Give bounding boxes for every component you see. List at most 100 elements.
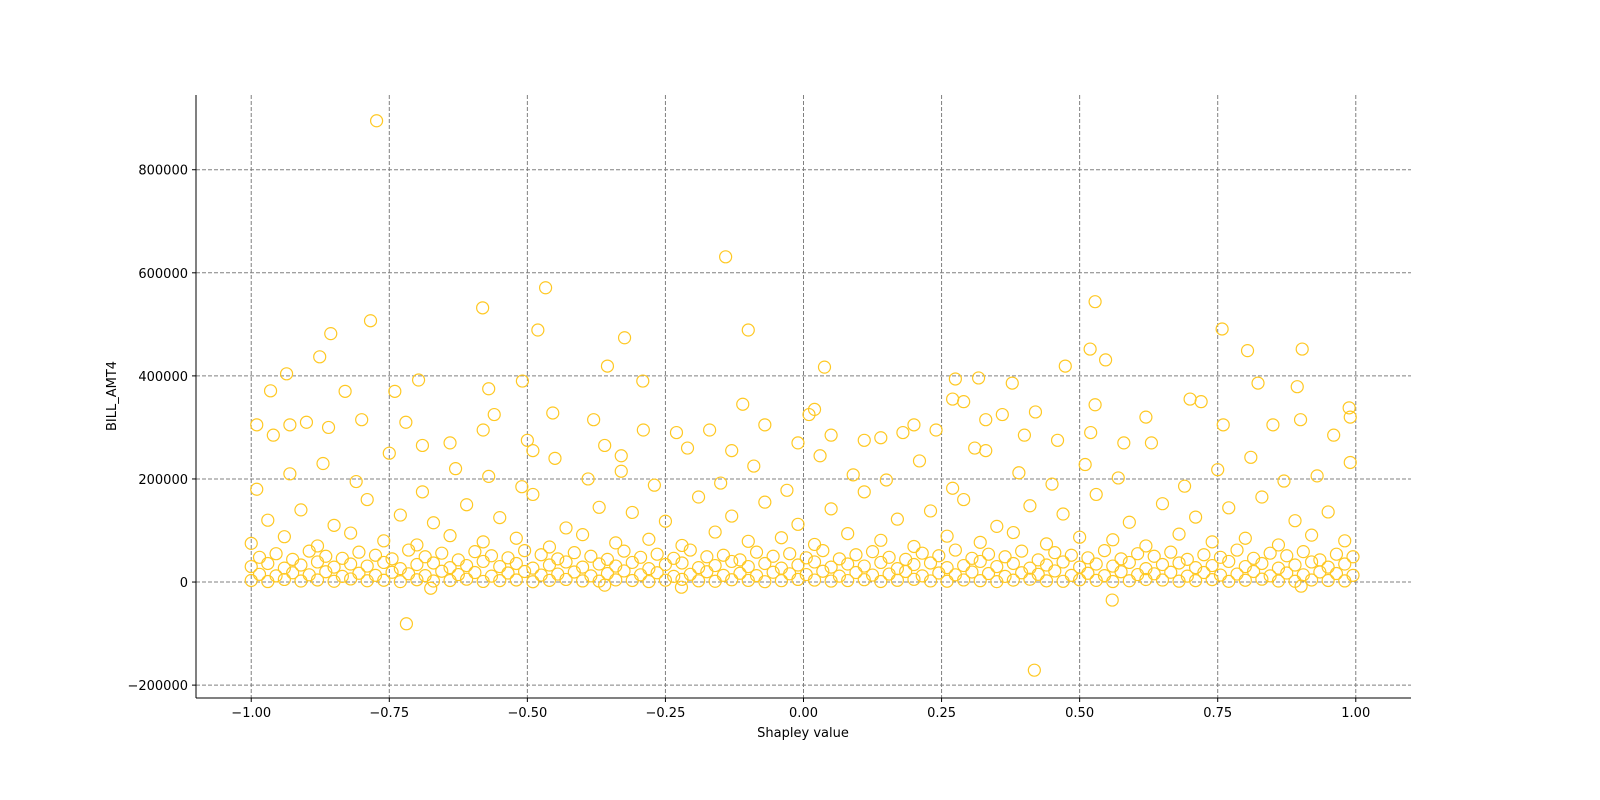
scatter-point — [957, 395, 971, 409]
scatter-point — [890, 512, 904, 526]
scatter-point — [1023, 499, 1037, 513]
scatter-point — [1164, 545, 1178, 559]
y-tick-label: 0 — [180, 576, 188, 591]
scatter-point — [324, 327, 338, 341]
scatter-point — [1164, 565, 1178, 579]
scatter-point — [1222, 574, 1236, 588]
x-tick-label: 0.50 — [1065, 706, 1094, 721]
scatter-point — [1172, 556, 1186, 570]
scatter-point — [882, 550, 896, 564]
scatter-point — [879, 473, 893, 487]
scatter-point — [369, 114, 384, 128]
scatter-point — [1271, 561, 1286, 575]
scatter-point — [998, 569, 1012, 583]
y-tick-label: 800000 — [138, 164, 188, 179]
scatter-point — [890, 562, 904, 576]
scatter-point — [252, 567, 267, 581]
scatter-point — [1139, 562, 1153, 576]
scatter-point — [636, 374, 650, 388]
scatter-point — [675, 538, 689, 553]
scatter-point — [973, 554, 987, 569]
scatter-point — [948, 372, 962, 386]
scatter-point — [1111, 471, 1125, 485]
scatter-point — [1197, 565, 1211, 580]
scatter-point — [725, 509, 739, 523]
scatter-point — [766, 565, 780, 579]
scatter-point — [940, 574, 954, 588]
scatter-point — [1251, 376, 1265, 390]
scatter-point — [363, 314, 378, 328]
scatter-point — [335, 551, 349, 565]
scatter-point — [1293, 413, 1308, 427]
scatter-point — [302, 568, 316, 582]
scatter-point — [1078, 457, 1092, 472]
scatter-point — [531, 323, 545, 337]
scatter-point — [1083, 342, 1097, 356]
scatter-point — [1006, 573, 1020, 587]
scatter-point — [1039, 537, 1054, 551]
scatter-point — [487, 407, 501, 422]
scatter-point — [749, 545, 764, 559]
scatter-point — [327, 560, 341, 574]
scatter-point — [990, 519, 1004, 533]
scatter-point — [780, 483, 794, 497]
scatter-point — [344, 572, 358, 586]
scatter-point — [899, 564, 913, 579]
scatter-point — [526, 487, 540, 502]
scatter-point — [929, 423, 943, 437]
scatter-point — [1180, 552, 1194, 566]
scatter-point — [279, 367, 294, 381]
scatter-point — [824, 502, 838, 516]
scatter-point — [1073, 573, 1087, 587]
scatter-point — [799, 567, 813, 582]
scatter-point — [338, 384, 352, 398]
scatter-point — [841, 573, 855, 588]
scatter-point — [520, 433, 534, 447]
scatter-point — [1205, 573, 1219, 587]
scatter-point — [468, 545, 482, 559]
x-tick-label: −1.00 — [231, 706, 271, 721]
scatter-point — [393, 508, 407, 522]
scatter-point — [1329, 566, 1344, 581]
scatter-point — [647, 478, 661, 492]
scatter-point — [1238, 559, 1252, 574]
scatter-point — [261, 513, 275, 527]
scatter-point — [418, 550, 432, 564]
scatter-point — [399, 415, 413, 429]
scatter-point — [435, 564, 449, 578]
scatter-point — [286, 566, 300, 580]
scatter-point — [382, 446, 396, 460]
scatter-point — [832, 552, 846, 566]
scatter-point — [1280, 566, 1294, 580]
scatter-point — [816, 564, 830, 578]
scatter-point — [1247, 564, 1261, 579]
scatter-point — [995, 407, 1009, 422]
scatter-point — [542, 540, 557, 554]
scatter-point — [1106, 533, 1120, 547]
scatter-point — [990, 559, 1004, 574]
scatter-point — [1304, 555, 1319, 569]
scatter-point — [244, 536, 258, 550]
x-tick-label: 1.00 — [1341, 706, 1370, 721]
scatter-point — [1288, 514, 1302, 528]
scatter-point — [360, 492, 374, 507]
scatter-point — [658, 514, 673, 528]
scatter-point — [716, 568, 731, 582]
scatter-point — [313, 350, 327, 364]
scatter-point — [1338, 534, 1352, 548]
scatter-point — [509, 573, 523, 587]
scatter-point — [946, 392, 960, 406]
scatter-point — [1321, 505, 1335, 519]
scatter-point — [546, 406, 560, 420]
scatter-point — [244, 559, 258, 574]
scatter-point — [1343, 410, 1357, 424]
scatter-point — [526, 444, 540, 458]
scatter-point — [912, 454, 927, 468]
scatter-point — [857, 433, 871, 447]
scatter-point — [377, 573, 391, 587]
scatter-point — [587, 413, 601, 427]
scatter-point — [534, 568, 548, 582]
scatter-point — [1105, 593, 1119, 607]
scatter-point — [598, 578, 612, 592]
scatter-point — [368, 548, 383, 562]
